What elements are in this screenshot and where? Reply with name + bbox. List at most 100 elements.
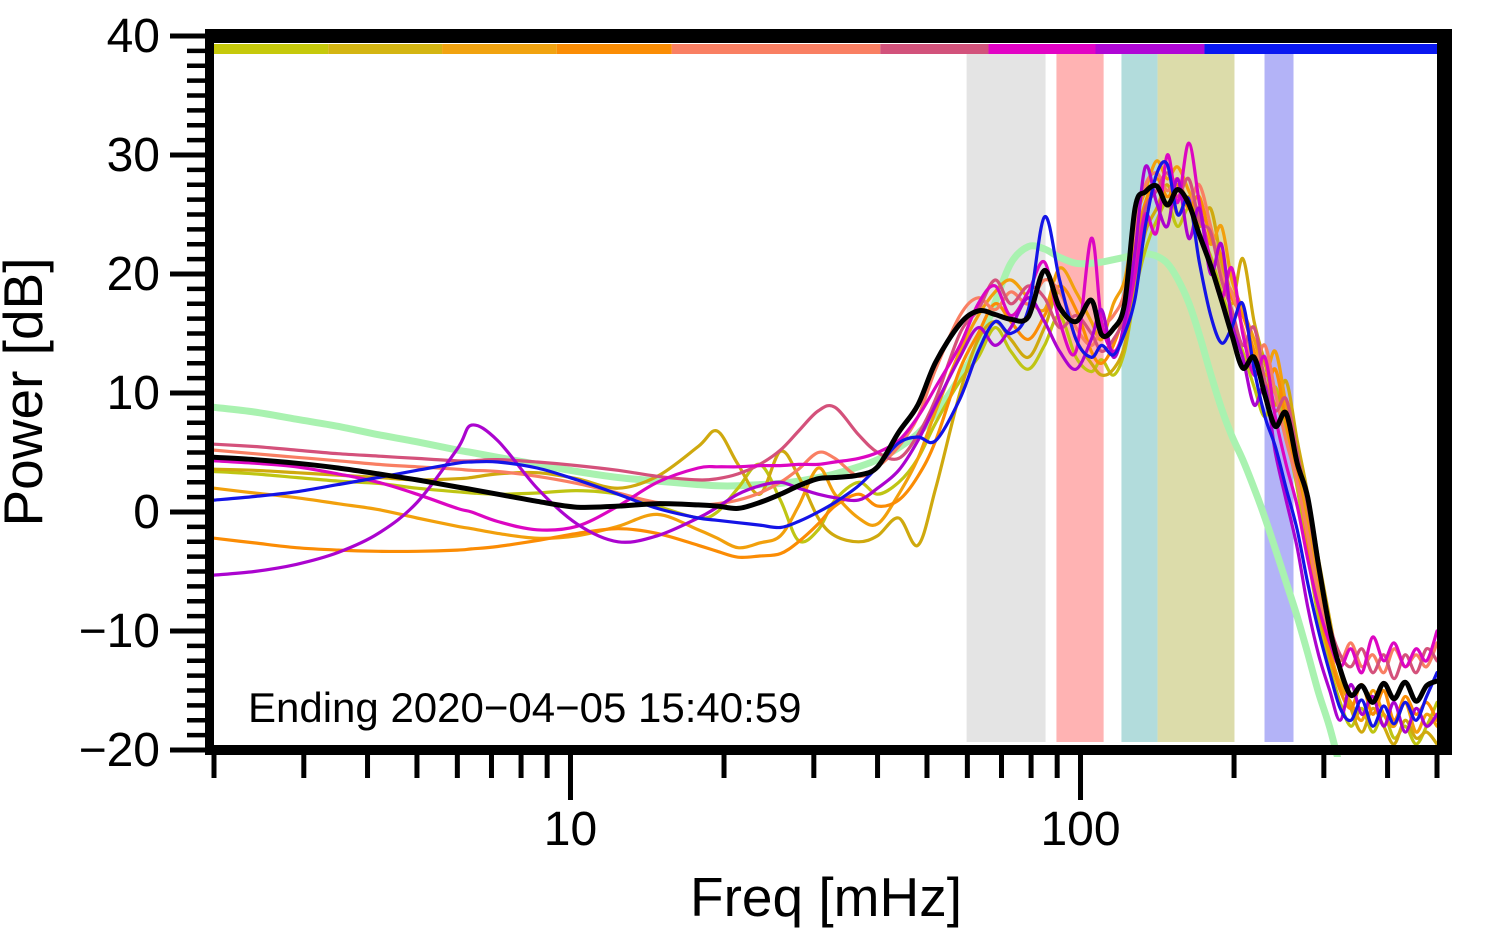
x-minor-tick [414,755,420,778]
y-minor-tick [187,569,209,574]
x-minor-tick [1434,755,1440,778]
curve-psd-orange [214,159,1437,734]
y-minor-tick [187,123,209,128]
y-tick-label-10: 10 [107,367,160,420]
colorbar-segment-7 [988,44,1096,54]
colorbar-segment-3 [442,44,557,54]
x-minor-tick [964,755,970,778]
y-major-tick-0 [170,509,209,515]
curve-psd-darkorange [214,177,1437,722]
y-minor-tick [187,494,209,500]
y-minor-tick [187,688,209,693]
y-tick-label-30: 30 [107,129,160,182]
x-minor-tick [721,755,727,778]
x-minor-tick [488,755,494,778]
y-major-tick-40 [170,33,209,39]
y-minor-tick [187,256,209,262]
x-minor-tick [1321,755,1327,778]
y-tick-label-20: 20 [107,248,160,301]
band-teal [1121,50,1158,742]
colorbar-segment-2 [328,44,443,54]
x-minor-tick [301,755,307,778]
y-major-tick-−20 [170,747,209,753]
colorbar-segment-9 [1204,44,1437,54]
colorbar-segment-8 [1095,44,1205,54]
y-minor-tick [187,718,209,723]
bottom-spine [205,745,1452,755]
y-minor-tick [187,227,209,232]
y-minor-tick [187,346,209,351]
x-minor-tick [211,755,217,778]
y-minor-tick [187,375,209,381]
psd-curves [214,141,1437,757]
y-minor-tick [187,78,209,83]
y-minor-tick [187,450,209,455]
x-minor-tick [875,755,881,778]
y-minor-tick [187,137,209,143]
y-minor-tick [187,182,209,187]
y-minor-tick [187,643,209,649]
y-tick-label-40: 40 [107,10,160,63]
x-minor-tick [924,755,930,778]
x-minor-tick [999,755,1005,778]
curve-psd-rose [214,171,1437,681]
x-major-tick-10 [567,755,573,800]
curve-psd-purple [214,164,1437,734]
x-minor-tick [1054,755,1060,778]
y-minor-tick [187,584,209,589]
x-minor-tick [544,755,550,778]
band-gray [966,50,1046,742]
y-axis-title: Power [dB] [0,257,54,526]
x-minor-tick [454,755,460,778]
x-minor-tick [365,755,371,778]
frequency-bands [966,50,1294,742]
x-minor-tick [811,755,817,778]
y-minor-tick [187,93,209,98]
y-minor-tick [187,108,209,113]
y-minor-tick [187,420,209,425]
y-tick-label-−20: −20 [79,724,160,777]
y-major-tick-20 [170,271,209,277]
y-minor-tick [187,167,209,173]
x-tick-label-100: 100 [1040,803,1120,856]
y-minor-tick [187,673,209,678]
y-minor-tick [187,331,209,336]
x-minor-tick [1028,755,1034,778]
y-minor-tick [187,242,209,247]
y-minor-tick [187,703,209,708]
top-spine [205,29,1452,43]
x-minor-tick [1385,755,1391,778]
x-major-tick-100 [1078,755,1084,800]
time-colorbar [214,44,1437,54]
x-minor-tick [1231,755,1237,778]
y-minor-tick [187,197,209,202]
plot-frame [205,29,1452,755]
curve-psd-blue [214,160,1437,728]
curve-psd-salmon [214,171,1437,675]
x-tick-label-10: 10 [544,803,597,856]
x-minor-tick [518,755,524,778]
y-minor-tick [187,658,209,663]
y-major-tick-−10 [170,628,209,634]
right-spine [1437,29,1452,755]
y-major-tick-30 [170,152,209,158]
y-minor-tick [187,435,209,440]
y-minor-tick [187,405,209,411]
axis-ticks [170,33,1440,800]
y-tick-label-0: 0 [133,486,160,539]
y-minor-tick [187,554,209,559]
band-pink [1056,50,1104,742]
colorbar-segment-5 [671,44,881,54]
y-minor-tick [187,48,209,54]
y-minor-tick [187,599,209,604]
y-minor-tick [187,301,209,306]
y-minor-tick [187,361,209,366]
y-minor-tick [187,465,209,470]
colorbar-segment-1 [214,44,329,54]
y-minor-tick [187,539,209,544]
y-minor-tick [187,613,209,619]
y-minor-tick [187,63,209,68]
